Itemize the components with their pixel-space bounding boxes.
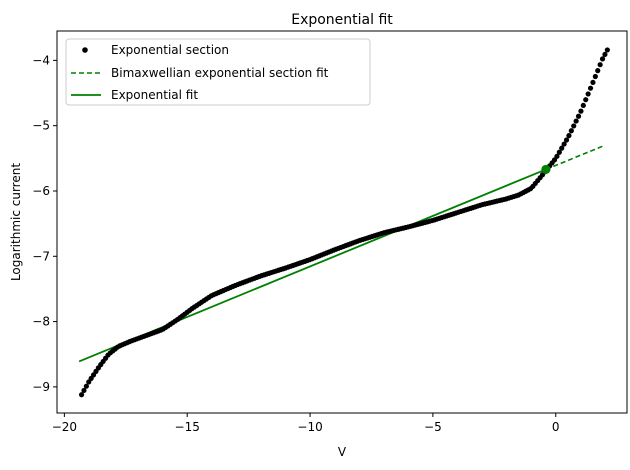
x-axis-label: V: [338, 445, 347, 459]
data-point: [590, 79, 596, 86]
data-point: [556, 149, 562, 155]
y-tick-label: −8: [32, 315, 50, 329]
y-tick-label: −9: [32, 380, 50, 394]
plot-frame: [56, 30, 628, 414]
data-point: [563, 137, 570, 143]
data-point: [599, 56, 606, 62]
chart-title: Exponential fit: [291, 12, 393, 28]
y-axis-label: Logarithmic current: [9, 163, 23, 281]
y-tick-label: −7: [32, 249, 50, 263]
data-point: [604, 47, 610, 53]
data-point: [561, 141, 567, 147]
legend: Exponential section Bimaxwellian exponen…: [65, 38, 371, 106]
plot-area: [78, 47, 610, 398]
y-tick-label: −5: [32, 119, 50, 133]
x-tick-label: −15: [175, 420, 200, 434]
data-point: [573, 118, 579, 124]
data-point: [602, 51, 608, 58]
x-tick-label: 0: [552, 420, 560, 434]
x-tick-label: −20: [52, 420, 77, 434]
data-point: [595, 68, 601, 74]
data-point: [575, 113, 582, 119]
data-point: [83, 383, 89, 389]
legend-label-points: Exponential section: [111, 43, 229, 57]
data-point: [571, 123, 577, 129]
bimaxwellian-fit-line: [545, 144, 606, 171]
data-point: [578, 108, 584, 114]
data-point: [566, 133, 572, 139]
y-tick-label: −4: [32, 53, 50, 67]
y-tick-label: −6: [32, 184, 50, 198]
data-point: [580, 102, 586, 109]
legend-box: [65, 38, 371, 106]
data-point: [559, 145, 565, 151]
legend-label-solid: Exponential fit: [111, 88, 198, 102]
legend-marker-points: [82, 47, 88, 53]
data-point: [587, 85, 594, 91]
fit-intersection-marker: [541, 164, 551, 175]
data-point: [81, 387, 87, 394]
data-point: [78, 392, 85, 398]
data-point: [568, 128, 574, 134]
legend-label-dashed: Bimaxwellian exponential section fit: [111, 66, 329, 80]
data-point: [585, 91, 591, 97]
data-point: [592, 73, 598, 80]
data-point: [597, 62, 603, 68]
x-tick-label: −5: [424, 420, 442, 434]
data-point: [554, 153, 560, 159]
data-point: [583, 97, 589, 103]
x-tick-label: −10: [297, 420, 322, 434]
